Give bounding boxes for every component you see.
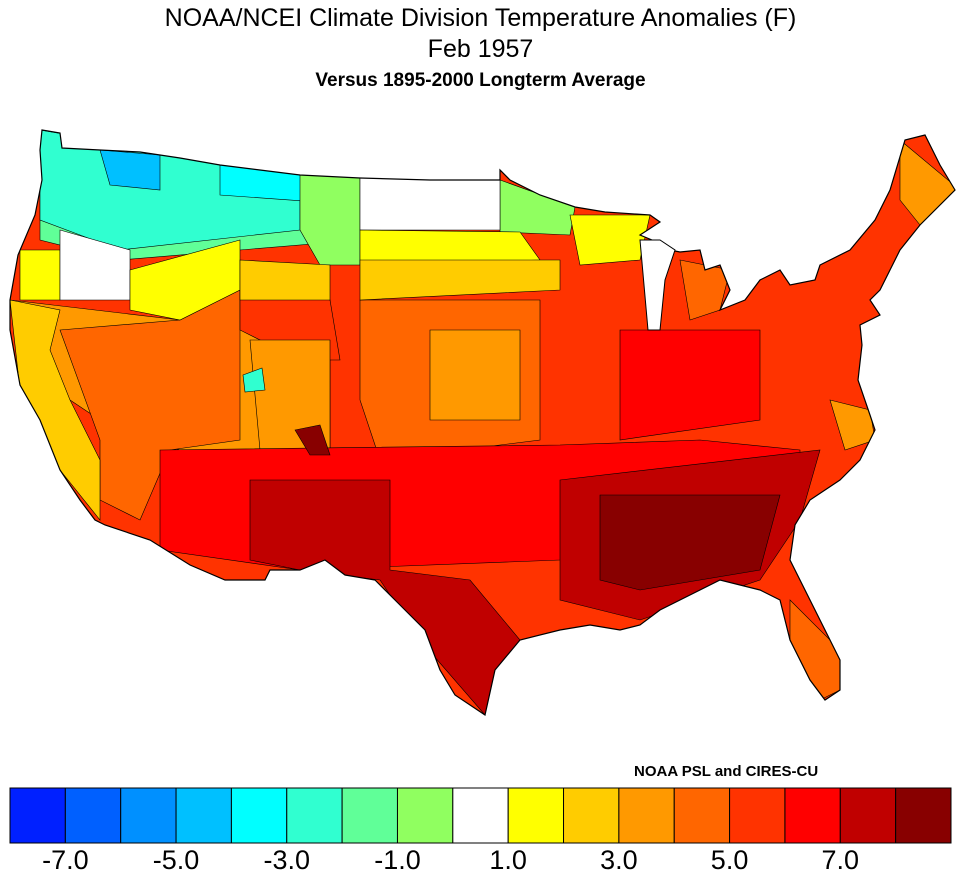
colorbar-swatch — [507, 787, 565, 844]
colorbar-swatch — [839, 787, 897, 844]
climate-division-region — [129, 239, 241, 321]
climate-division-region — [599, 494, 781, 591]
climate-division-region — [99, 149, 161, 191]
climate-division-region — [294, 424, 331, 456]
colorbar-swatch — [452, 787, 509, 844]
lake-michigan — [639, 239, 676, 331]
colorbar-swatch — [9, 787, 66, 844]
colorbar-tick-label: -3.0 — [263, 845, 311, 875]
climate-division-region — [569, 214, 651, 266]
climate-division-region — [359, 177, 501, 231]
map-title: NOAA/NCEI Climate Division Temperature A… — [164, 4, 797, 32]
colorbar-swatch — [230, 787, 288, 844]
colorbar-swatch — [175, 787, 232, 844]
colorbar-swatch — [618, 787, 675, 844]
map-date: Feb 1957 — [427, 35, 534, 63]
colorbar-tick-label: -5.0 — [152, 845, 200, 875]
map-subtitle: Versus 1895-2000 Longterm Average — [315, 70, 646, 91]
colorbar-swatch — [563, 787, 620, 844]
us-outline — [9, 129, 956, 716]
climate-division-region — [499, 179, 576, 236]
climate-division-region — [242, 367, 266, 393]
climate-division-region — [359, 259, 561, 301]
climate-division-region — [429, 329, 521, 421]
climate-division-region — [249, 479, 521, 715]
colorbar-swatch — [396, 787, 454, 844]
colorbar-swatch — [784, 787, 841, 844]
colorbar-swatch — [64, 787, 122, 844]
climate-division-region — [19, 249, 61, 301]
climate-division-region — [239, 259, 331, 301]
colorbar-swatch — [286, 787, 343, 844]
colorbar-tick-label: 7.0 — [821, 845, 860, 875]
credit-text: NOAA PSL and CIRES-CU — [634, 763, 819, 780]
climate-division-region — [619, 329, 761, 441]
colorbar — [9, 787, 952, 844]
colorbar-swatch — [673, 787, 731, 844]
colorbar-tick-label: 1.0 — [489, 845, 527, 875]
colorbar-swatch — [341, 787, 398, 844]
colorbar-swatch — [895, 787, 952, 844]
colorbar-tick-label: 3.0 — [600, 845, 638, 875]
colorbar-swatch — [120, 787, 177, 844]
colorbar-tick-label: 5.0 — [710, 845, 749, 875]
colorbar-swatch — [729, 787, 786, 844]
colorbar-tick-label: -7.0 — [42, 845, 89, 875]
colorbar-tick-label: -1.0 — [374, 845, 421, 875]
